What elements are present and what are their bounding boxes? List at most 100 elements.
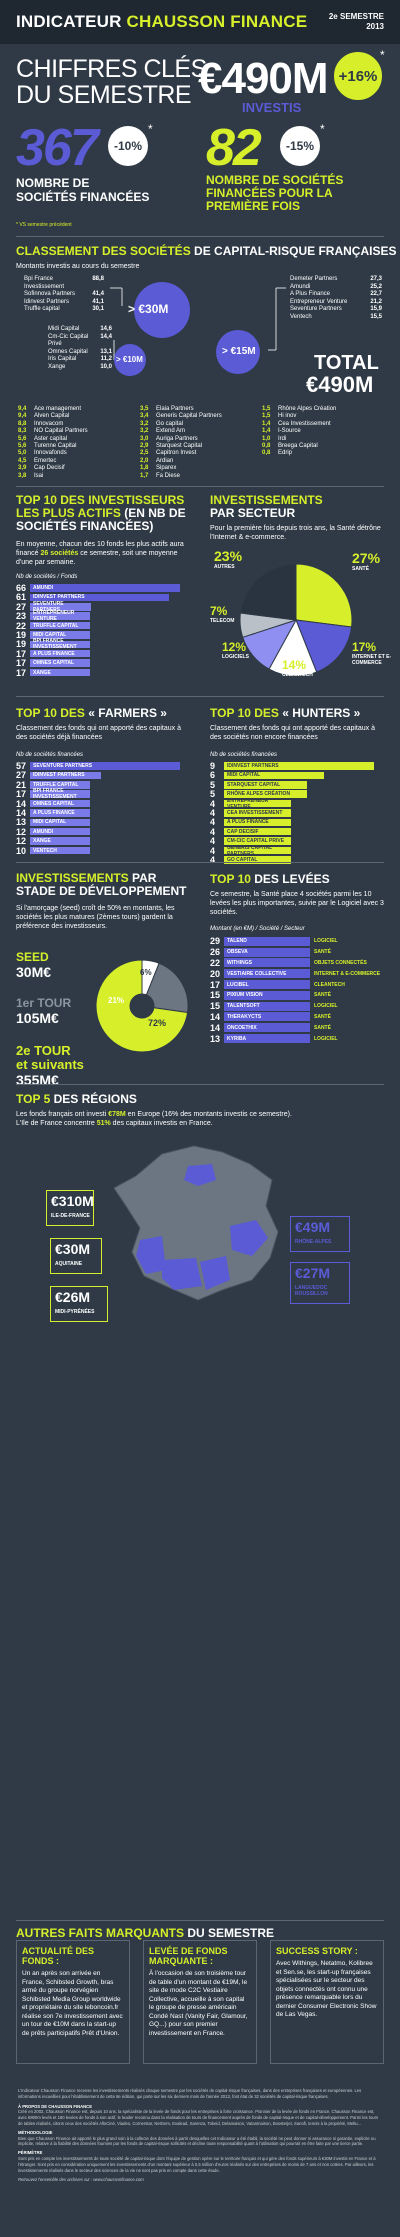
others-amount: 3,2	[140, 420, 149, 427]
slice-pct: 23%	[214, 548, 243, 564]
raises-desc: Ce semestre, la Santé place 4 sociétés p…	[210, 891, 384, 916]
others-row: 3,0 Auriga Partners	[140, 436, 262, 443]
ranking-row: Omnes Capital 13,1	[48, 349, 112, 357]
bar-count: 66	[16, 583, 27, 593]
region-aquitaine: €30M AQUITAINE	[50, 1238, 102, 1274]
others-column: 3,5 Elaia Partners 3,4 Generis Capital Part…	[140, 406, 262, 480]
map-region-midi-pyrenees	[162, 1258, 202, 1290]
others-row: 5,6 Turenne Capital	[18, 443, 140, 450]
highlights-title: AUTRES FAITS MARQUANTS DU SEMESTRE	[16, 1926, 274, 1940]
stage-title: INVESTISSEMENTS PAR STADE DE DÉVELOPPEME…	[16, 872, 186, 898]
raise-sector: SANTÉ	[314, 1013, 331, 1020]
region-value: €30M	[55, 1241, 91, 1257]
bar-count: 12	[16, 836, 27, 847]
fund-amount: 88,8	[92, 276, 104, 282]
top10-active-list: 66 AMUNDI 61 IDINVEST PARTNERS 27 SEVENTURE P…	[16, 583, 186, 678]
bar-count: 22	[16, 620, 27, 631]
ranking-row: Xange 10,0	[48, 364, 112, 372]
raise-row: 14 ONCOETHIX SANTÉ	[210, 1022, 390, 1033]
ranking-group-10: Midi Capital 14,6 Cm-Cic Capital Privé 14,4…	[48, 326, 112, 372]
bar-count: 12	[16, 826, 27, 837]
pie-slice	[295, 563, 353, 628]
bar: RHÔNE ALPES CRÉATION	[224, 790, 308, 798]
bar-count: 14	[16, 807, 27, 818]
fund-amount: 25,2	[370, 283, 382, 290]
region-languedoc: €27M LANGUEDOC ROUSSILLON	[290, 1262, 350, 1304]
header-title-brand: CHAUSSON FINANCE	[126, 12, 308, 31]
raise-company: ONCOETHIX	[224, 1023, 310, 1033]
bar: GO CAPITAL	[224, 856, 291, 864]
bar: STARQUEST CAPITAL	[224, 781, 308, 789]
bubble-30: > €30M	[128, 302, 169, 316]
ranking-row: Truffle capital 30,1	[24, 306, 104, 314]
first-value: 105M€	[16, 1010, 59, 1026]
raise-sector: CLEANTECH	[314, 981, 345, 988]
others-amount: 1,8	[140, 465, 149, 472]
ranking-title-part2: DE CAPITAL-RISQUE FRANÇAISES	[194, 244, 397, 258]
invested-change-badge: +16%	[332, 50, 384, 102]
highlight-card: SUCCESS STORY : Avec Withings, Netatmo, K…	[270, 1940, 384, 2064]
raise-company: THERAKYCTS	[224, 1012, 310, 1022]
ranking-row: Seventure Partners 15,9	[290, 306, 382, 314]
stage-title-line1b: PAR	[132, 871, 157, 885]
ranking-group-30: Bpi France Investissement 88,8 Sofinnova P…	[24, 276, 104, 314]
bar-count: 17	[16, 789, 27, 800]
regions-title: TOP 5 DES RÉGIONS	[16, 1092, 137, 1106]
bar-row: 6 MIDI CAPITAL	[210, 770, 386, 780]
map-region-aquitaine	[136, 1236, 166, 1274]
bar-row: 19 BPI FRANCE INVESTISSEMENT	[16, 638, 186, 650]
stage-pie-chart	[95, 959, 189, 1053]
others-amount: 0,8	[262, 443, 271, 450]
others-name: Breega Capital	[278, 443, 318, 450]
desc-a: Les fonds français ont investi	[16, 1111, 109, 1118]
others-amount: 3,4	[140, 413, 149, 420]
bar-count: 17	[16, 658, 27, 669]
others-amount	[262, 473, 278, 480]
slice-pct: 14%	[282, 658, 307, 672]
region-name: MIDI-PYRÉNÉES	[55, 1309, 95, 1315]
slice-pct: 27%	[352, 550, 381, 566]
companies-count: 367	[16, 119, 99, 177]
others-name: Auriga Partners	[156, 435, 198, 442]
bar-row: 12 XANGE	[16, 836, 186, 847]
ranking-row: Idinvest Partners 41,1	[24, 299, 104, 307]
bar-row: 4 CEA INVESTISSEMENT	[210, 808, 386, 818]
divider	[16, 1920, 384, 1921]
others-name: Innovacom	[34, 420, 64, 427]
bar: CEA INVESTISSEMENT	[224, 809, 291, 817]
others-name: Edrip	[278, 450, 293, 457]
others-amount: 2,9	[140, 443, 149, 450]
ranking-bubbles	[110, 282, 286, 376]
stage-first: 1er TOUR 105M€	[16, 996, 71, 1026]
others-amount: 1,0	[262, 435, 271, 442]
seed-value: 30M€	[16, 964, 52, 980]
header-period: 2e SEMESTRE 2013	[329, 12, 384, 32]
bar-row: 61 IDINVEST PARTNERS	[16, 592, 186, 602]
bar: ENTREPRENEUR VENTURE	[224, 798, 291, 810]
sector-label-telecom: 7% TELECOM	[210, 604, 234, 624]
desc-a: L'Ile de France concentre	[16, 1120, 97, 1127]
raise-sector: SANTÉ	[314, 992, 331, 999]
raise-amount: 29	[210, 936, 221, 947]
bar-count: 23	[16, 611, 27, 622]
fund-amount: 41,4	[92, 291, 104, 298]
bar: MIDI CAPITAL	[30, 631, 90, 639]
slice-pct: 7%	[210, 604, 228, 618]
footer-credits: Retrouvez l'ensemble des archives sur : …	[18, 2177, 144, 2183]
farmers-desc: Classement des fonds qui ont apporté des…	[16, 725, 181, 741]
bar-count: 19	[16, 639, 27, 650]
bar-count: 4	[210, 845, 216, 856]
highlights-title-part2: DU SEMESTRE	[187, 1926, 275, 1940]
invested-star: *	[380, 48, 385, 62]
ranking-row: Cm-Cic Capital Privé 14,4	[48, 334, 112, 349]
slice-label: AUTRES	[214, 564, 235, 570]
others-row: 8,8 Innovacom	[18, 421, 140, 428]
bar: XANGE	[30, 837, 90, 845]
footer-method-title: MÉTHODOLOGIE	[18, 2129, 53, 2135]
fund-amount: 41,1	[92, 298, 104, 305]
bar: AMUNDI	[30, 827, 90, 836]
bar: VENTECH	[30, 846, 90, 855]
footer-about-title: À PROPOS DE CHAUSSON FINANCE	[18, 2103, 92, 2109]
bar-row: 13 MIDI CAPITAL	[16, 817, 186, 827]
fund-name: Truffle capital	[24, 306, 60, 313]
